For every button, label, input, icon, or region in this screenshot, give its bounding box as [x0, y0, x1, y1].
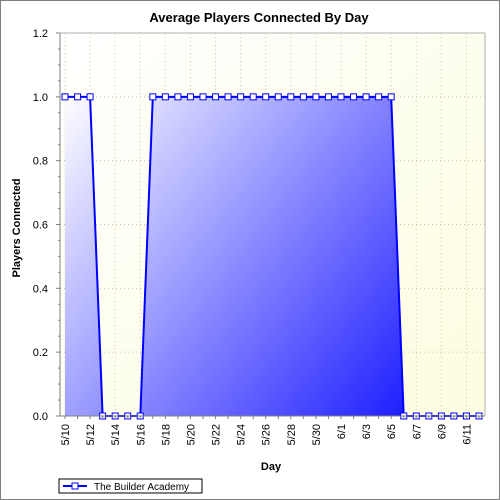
x-tick-label: 5/12: [85, 424, 97, 445]
x-axis-label: Day: [261, 461, 282, 473]
data-point-marker: [350, 93, 358, 101]
x-tick-label: 5/30: [311, 424, 323, 445]
legend-marker-swatch: [71, 482, 79, 490]
x-tick-label: 5/24: [236, 424, 248, 445]
x-tick-label: 5/14: [110, 424, 122, 445]
data-point-marker: [375, 93, 383, 101]
x-tick-label: 5/18: [160, 424, 172, 445]
x-tick-label: 6/11: [461, 424, 473, 445]
x-tick-label: 5/10: [60, 424, 72, 445]
data-point-marker: [312, 93, 320, 101]
y-axis-label: Players Connected: [11, 178, 23, 277]
data-point-marker: [86, 93, 94, 101]
data-point-marker: [324, 93, 332, 101]
x-tick-label: 6/9: [436, 424, 448, 439]
data-point-marker: [237, 93, 245, 101]
x-tick-labels: 5/10 5/12 5/14 5/16 5/18 5/20 5/22 5/24 5/26 5/28…: [60, 416, 480, 445]
data-point-marker: [224, 93, 232, 101]
x-tick-label: 5/20: [185, 424, 197, 445]
y-tick-label: 0.2: [33, 347, 48, 359]
data-point-marker: [199, 93, 207, 101]
data-point-marker: [287, 93, 295, 101]
x-tick-label: 5/22: [211, 424, 223, 445]
x-tick-label: 6/5: [386, 424, 398, 439]
y-tick-label: 0.0: [33, 411, 48, 423]
y-tick-label: 1.2: [33, 28, 48, 40]
x-tick-label: 5/16: [135, 424, 147, 445]
y-tick-label: 1.0: [33, 92, 48, 104]
data-point-marker: [262, 93, 270, 101]
data-point-marker: [337, 93, 345, 101]
data-point-marker: [61, 93, 69, 101]
data-point-marker: [149, 93, 157, 101]
data-point-marker: [186, 93, 194, 101]
y-tick-label: 0.6: [33, 220, 48, 232]
x-tick-label: 6/3: [361, 424, 373, 439]
legend-box: [58, 478, 203, 494]
data-point-marker: [362, 93, 370, 101]
y-tick-labels: 0.0 0.2 0.4 0.6 0.8 1.0 1.2: [33, 28, 60, 423]
data-point-marker: [74, 93, 82, 101]
data-point-marker: [212, 93, 220, 101]
x-tick-label: 5/28: [286, 424, 298, 445]
data-point-marker: [299, 93, 307, 101]
legend-entry-label: The Builder Academy: [94, 482, 189, 493]
chart-title: Average Players Connected By Day: [149, 10, 369, 25]
legend: The Builder Academy: [58, 478, 203, 494]
x-tick-label: 6/7: [411, 424, 423, 439]
data-point-marker: [174, 93, 182, 101]
y-tick-label: 0.4: [33, 283, 48, 295]
x-tick-label: 5/26: [261, 424, 273, 445]
data-point-marker: [387, 93, 395, 101]
series-area-fill: [65, 96, 479, 416]
x-tick-label: 6/1: [336, 424, 348, 439]
data-point-marker: [274, 93, 282, 101]
y-tick-label: 0.8: [33, 156, 48, 168]
data-point-marker: [161, 93, 169, 101]
data-point-marker: [249, 93, 257, 101]
